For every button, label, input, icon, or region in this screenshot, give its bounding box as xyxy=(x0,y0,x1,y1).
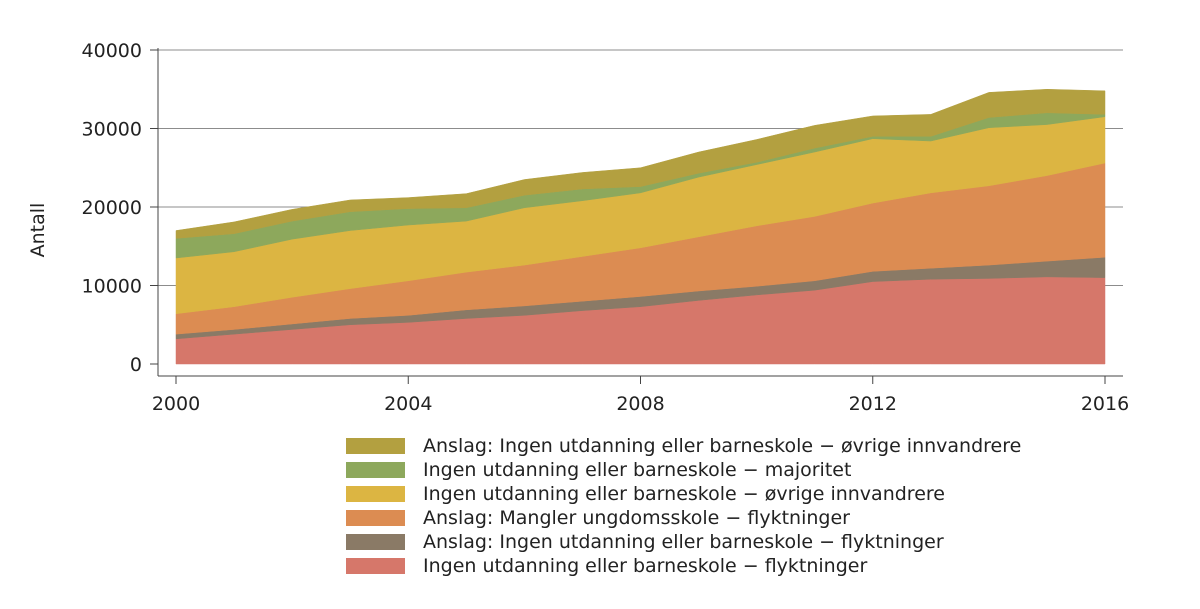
legend-swatch xyxy=(346,534,405,550)
legend-swatch xyxy=(346,510,405,526)
legend-label: Anslag: Mangler ungdomsskole − flyktning… xyxy=(423,507,850,529)
y-tick-label: 40000 xyxy=(82,40,142,62)
area-series xyxy=(175,88,1106,365)
legend-label: Ingen utdanning eller barneskole − major… xyxy=(423,459,852,481)
legend-label: Anslag: Ingen utdanning eller barneskole… xyxy=(423,435,1022,457)
legend-item: Anslag: Ingen utdanning eller barneskole… xyxy=(346,434,1021,458)
legend-item: Anslag: Mangler ungdomsskole − flyktning… xyxy=(346,506,1021,530)
x-tick-label: 2004 xyxy=(384,393,432,415)
axes: 0 10000 20000 30000 40000 2000 2004 2008 2012 201… xyxy=(82,40,1130,415)
y-tick-label: 20000 xyxy=(82,197,142,219)
legend-swatch xyxy=(346,462,405,478)
legend-swatch xyxy=(346,438,405,454)
legend-swatch xyxy=(346,558,405,574)
legend-item: Ingen utdanning eller barneskole − øvrig… xyxy=(346,482,1021,506)
y-tick-label: 10000 xyxy=(82,276,142,298)
legend-label: Anslag: Ingen utdanning eller barneskole… xyxy=(423,531,944,553)
area-series-5 xyxy=(175,88,1106,239)
x-tick-label: 2016 xyxy=(1081,393,1129,415)
legend-item: Anslag: Ingen utdanning eller barneskole… xyxy=(346,530,1021,554)
y-axis-title: Antall xyxy=(27,203,49,258)
x-tick-label: 2008 xyxy=(616,393,664,415)
legend-label: Ingen utdanning eller barneskole − flykt… xyxy=(423,555,868,577)
legend-item: Ingen utdanning eller barneskole − flykt… xyxy=(346,554,1021,578)
y-tick-label: 0 xyxy=(130,354,142,376)
legend: Anslag: Ingen utdanning eller barneskole… xyxy=(346,434,1021,578)
legend-swatch xyxy=(346,486,405,502)
y-tick-label: 30000 xyxy=(82,119,142,141)
x-tick-label: 2000 xyxy=(152,393,200,415)
legend-item: Ingen utdanning eller barneskole − major… xyxy=(346,458,1021,482)
x-tick-label: 2012 xyxy=(849,393,897,415)
stacked-area-chart: 0 10000 20000 30000 40000 2000 2004 2008 2012 201… xyxy=(27,40,1130,415)
legend-label: Ingen utdanning eller barneskole − øvrig… xyxy=(423,483,945,505)
